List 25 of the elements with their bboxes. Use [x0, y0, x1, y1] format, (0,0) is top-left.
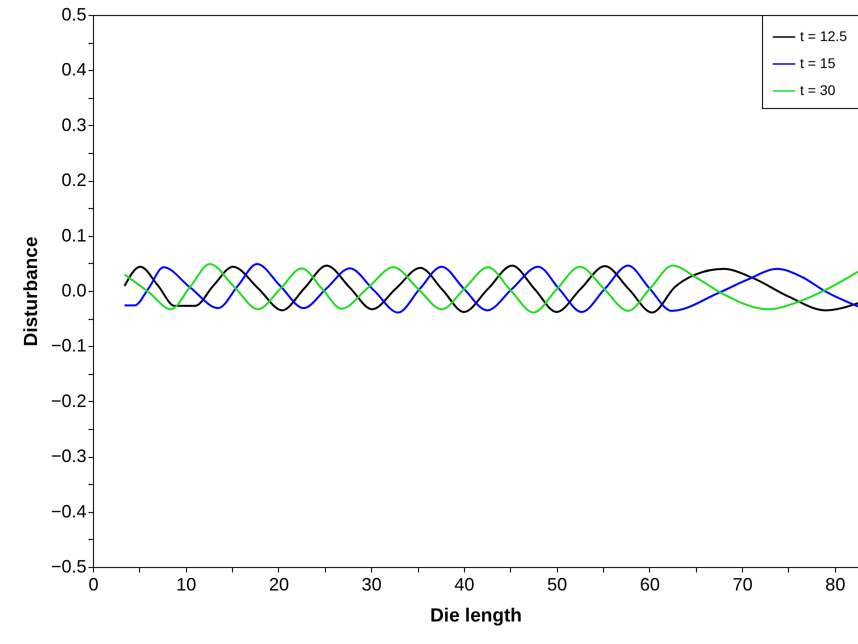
x-tick-label: 80 — [825, 574, 846, 594]
y-tick-label: 0.4 — [61, 60, 86, 80]
x-tick-label: 0 — [88, 574, 99, 594]
x-tick-label: 60 — [640, 574, 660, 594]
y-tick-label: 0.0 — [61, 280, 86, 300]
y-axis-title: Disturbance — [20, 236, 42, 346]
y-tick-label: 0.2 — [61, 170, 86, 190]
x-tick-label: 10 — [176, 574, 196, 594]
legend-label: t = 15 — [800, 55, 836, 71]
y-tick-label: 0.5 — [61, 4, 86, 24]
x-tick-label: 70 — [732, 574, 753, 594]
x-tick-label: 50 — [547, 574, 568, 594]
legend-label: t = 12.5 — [800, 28, 848, 44]
x-tick-label: 40 — [454, 574, 474, 594]
legend-label: t = 30 — [800, 82, 836, 98]
y-tick-label: −0.2 — [50, 390, 86, 411]
x-tick-label: 30 — [362, 574, 382, 594]
x-axis-title: Die length — [430, 606, 522, 626]
y-tick-label: −0.1 — [50, 336, 86, 356]
y-tick-label: 0.1 — [61, 225, 86, 246]
y-tick-label: −0.3 — [50, 446, 86, 466]
y-tick-label: −0.5 — [50, 556, 86, 576]
x-tick-label: 20 — [268, 574, 289, 594]
y-tick-label: −0.4 — [50, 501, 86, 522]
y-tick-label: 0.3 — [61, 114, 86, 135]
